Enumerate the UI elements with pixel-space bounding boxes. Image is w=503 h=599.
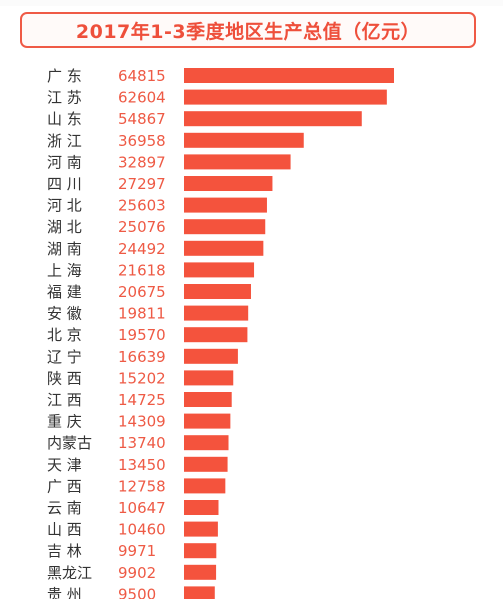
category-label: 吉 林	[47, 542, 82, 560]
category-label: 内蒙古	[47, 434, 92, 452]
top-strip	[0, 0, 503, 6]
value-label: 62604	[118, 89, 166, 107]
value-label: 54867	[118, 110, 166, 128]
bar	[184, 586, 215, 599]
category-label: 广 东	[47, 67, 82, 85]
bar	[184, 111, 362, 127]
bar	[184, 435, 229, 451]
bar	[184, 521, 218, 537]
value-label: 15202	[118, 369, 166, 387]
category-label: 辽 宁	[47, 348, 82, 366]
bar	[184, 284, 251, 299]
bar	[184, 478, 226, 494]
value-label: 10460	[118, 521, 166, 539]
value-label: 9902	[118, 564, 156, 582]
bar	[184, 543, 217, 559]
bar	[184, 305, 249, 321]
value-label: 64815	[118, 67, 166, 85]
category-label: 黑龙江	[47, 564, 92, 582]
value-label: 27297	[118, 175, 166, 193]
category-label: 湖 北	[47, 218, 82, 236]
value-label: 12758	[118, 477, 166, 495]
bar	[184, 262, 255, 278]
bar	[184, 197, 267, 213]
value-label: 9971	[118, 542, 156, 560]
value-label: 13450	[118, 456, 166, 474]
category-label: 山 西	[47, 521, 82, 539]
value-label: 21618	[118, 261, 166, 279]
bar	[184, 327, 248, 343]
category-label: 重 庆	[47, 413, 82, 431]
category-label: 河 南	[47, 153, 82, 171]
category-label: 云 南	[47, 499, 82, 517]
value-label: 19570	[118, 326, 166, 344]
value-label: 20675	[118, 283, 166, 301]
value-label: 14309	[118, 413, 166, 431]
category-label: 浙 江	[47, 132, 82, 150]
bar	[184, 500, 219, 515]
category-label: 江 苏	[47, 89, 82, 107]
bar	[184, 176, 273, 191]
category-label: 河 北	[47, 197, 82, 215]
chart-title-box: 2017年1-3季度地区生产总值（亿元）	[20, 12, 476, 48]
bar	[184, 348, 238, 364]
value-label: 13740	[118, 434, 166, 452]
value-label: 24492	[118, 240, 166, 258]
value-label: 32897	[118, 153, 166, 171]
category-label: 北 京	[47, 326, 82, 344]
value-label: 14725	[118, 391, 166, 409]
category-label: 江 西	[47, 391, 82, 409]
category-label: 四 川	[47, 175, 82, 193]
bar	[184, 68, 394, 83]
value-label: 19811	[118, 305, 166, 323]
chart-title: 2017年1-3季度地区生产总值（亿元）	[75, 20, 421, 43]
value-label: 36958	[118, 132, 166, 150]
category-label: 陕 西	[47, 369, 82, 387]
category-label: 上 海	[47, 261, 82, 279]
category-label: 湖 南	[47, 240, 82, 258]
value-label: 9500	[118, 585, 156, 599]
value-label: 10647	[118, 499, 166, 517]
bar	[184, 219, 266, 235]
bar	[184, 89, 387, 105]
bar	[184, 154, 291, 170]
category-label: 广 西	[47, 477, 82, 495]
category-label: 天 津	[47, 456, 82, 474]
bar	[184, 392, 232, 407]
bar	[184, 456, 228, 472]
bar	[184, 132, 304, 148]
category-label: 安 徽	[47, 305, 82, 323]
value-label: 25603	[118, 197, 166, 215]
category-label: 福 建	[47, 283, 82, 301]
category-label: 山 东	[47, 110, 82, 128]
value-label: 25076	[118, 218, 166, 236]
bar	[184, 240, 264, 256]
category-label: 贵 州	[47, 585, 82, 599]
bar	[184, 370, 234, 386]
value-label: 16639	[118, 348, 166, 366]
bar	[184, 413, 231, 429]
bar	[184, 564, 217, 580]
